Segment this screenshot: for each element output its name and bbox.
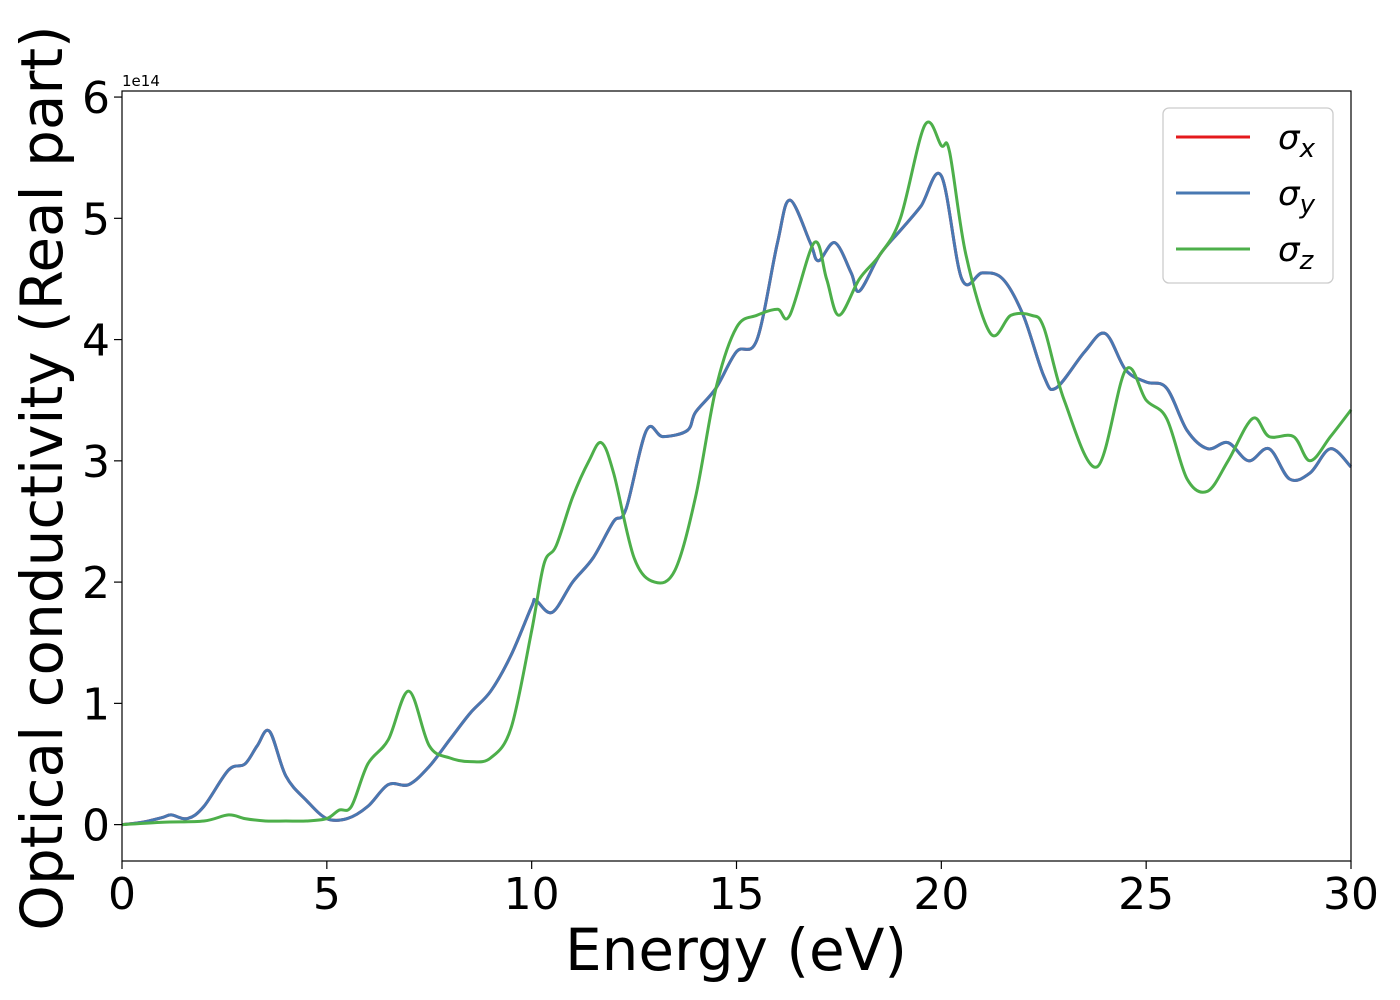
y-tick-label: 6 bbox=[82, 73, 110, 124]
y-tick-label: 5 bbox=[82, 194, 110, 245]
y-tick-label: 3 bbox=[82, 437, 110, 488]
y-axis-ticks: 0 1 2 3 4 5 6 bbox=[82, 73, 122, 852]
series-line-z bbox=[121, 120, 1353, 827]
x-axis-ticks: 0 5 10 15 20 25 30 bbox=[108, 861, 1379, 920]
legend-label-x: σx bbox=[1278, 118, 1316, 164]
y-tick-label: 1 bbox=[82, 679, 110, 730]
y-axis-label: Optical conductivity (Real part) bbox=[8, 25, 76, 930]
legend-label-z: σz bbox=[1278, 230, 1315, 276]
y-tick-label: 4 bbox=[82, 316, 110, 367]
y-tick-label: 0 bbox=[82, 801, 110, 852]
x-tick-label: 0 bbox=[108, 869, 136, 920]
legend-frame bbox=[1162, 107, 1334, 284]
x-axis-label: Energy (eV) bbox=[565, 916, 907, 984]
x-tick-label: 30 bbox=[1323, 869, 1379, 920]
series-layer bbox=[121, 120, 1353, 827]
x-tick-label: 15 bbox=[709, 869, 765, 920]
x-tick-label: 20 bbox=[913, 869, 969, 920]
y-tick-label: 2 bbox=[82, 558, 110, 609]
legend: σx σy σz bbox=[1162, 107, 1334, 284]
x-tick-label: 5 bbox=[313, 869, 341, 920]
x-tick-label: 10 bbox=[504, 869, 560, 920]
y-axis-offset-label: 1e14 bbox=[122, 72, 160, 90]
legend-label-y: σy bbox=[1278, 174, 1316, 220]
x-tick-label: 25 bbox=[1118, 869, 1174, 920]
